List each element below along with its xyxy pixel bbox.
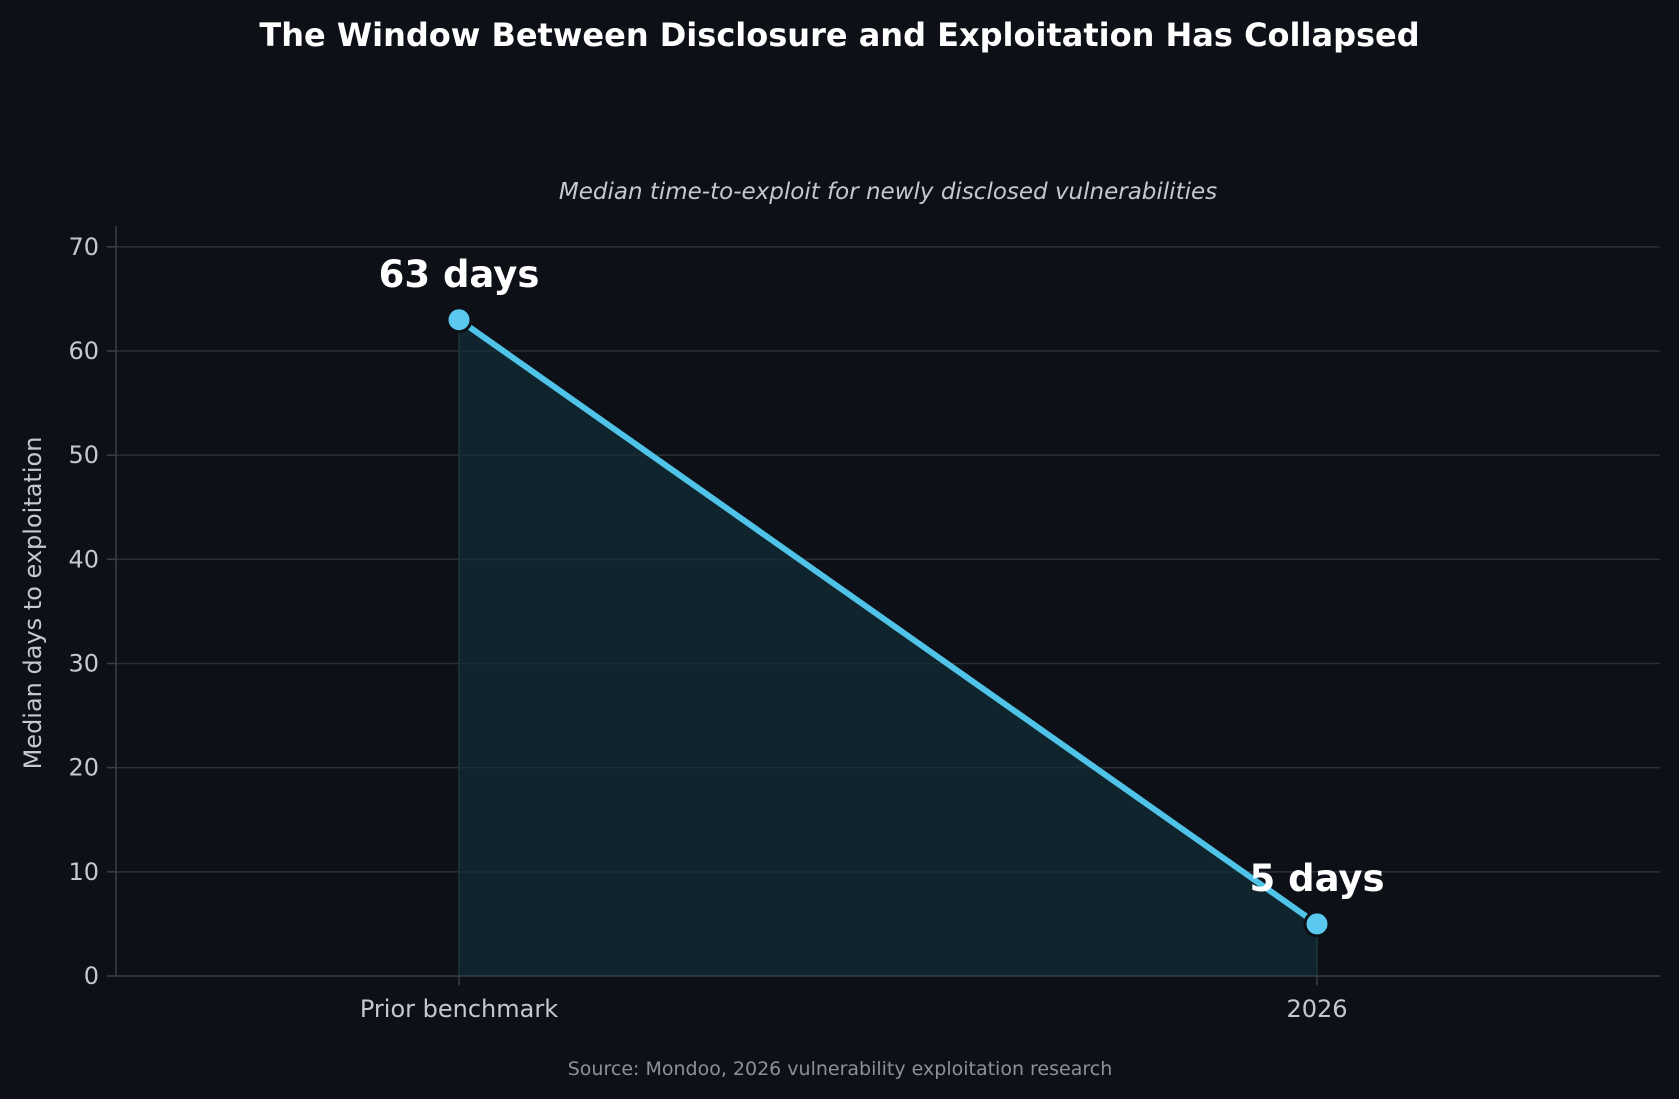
series-line <box>456 316 1320 927</box>
y-axis-ticks: 0 10 20 30 40 50 60 70 <box>68 233 116 990</box>
area-fill <box>459 319 1317 976</box>
data-labels: 63 days 5 days <box>379 253 1385 900</box>
y-tick-label: 0 <box>84 962 99 990</box>
chart-subtitle: Median time-to-exploit for newly disclos… <box>559 179 1217 205</box>
data-point <box>1303 910 1331 938</box>
y-axis-label: Median days to exploitation <box>19 437 47 770</box>
source-note: Source: Mondoo, 2026 vulnerability explo… <box>568 1058 1113 1080</box>
y-tick-label: 60 <box>68 337 99 365</box>
y-tick-label: 10 <box>68 858 99 886</box>
data-label: 5 days <box>1249 857 1384 900</box>
y-tick-label: 40 <box>68 545 99 573</box>
y-tick-label: 70 <box>68 233 99 261</box>
x-tick-label: Prior benchmark <box>360 995 558 1023</box>
series-layer <box>445 306 1331 938</box>
data-point <box>445 306 473 334</box>
y-tick-label: 30 <box>68 650 99 678</box>
chart-title: The Window Between Disclosure and Exploi… <box>259 16 1419 54</box>
y-tick-label: 50 <box>68 441 99 469</box>
y-tick-label: 20 <box>68 754 99 782</box>
area-layer <box>458 319 1318 976</box>
x-axis-ticks: Prior benchmark 2026 <box>360 976 1348 1023</box>
data-label: 63 days <box>379 253 540 296</box>
x-tick-label: 2026 <box>1286 995 1347 1023</box>
